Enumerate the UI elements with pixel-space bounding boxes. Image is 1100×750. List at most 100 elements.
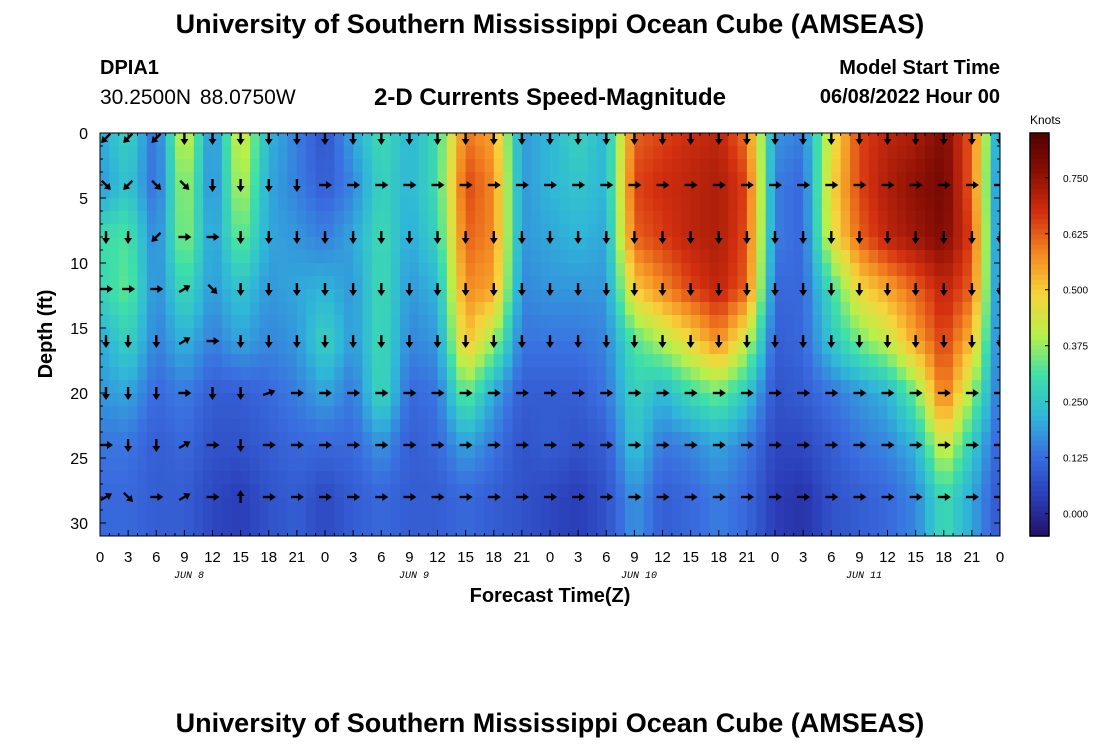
heatmap-cell	[962, 211, 973, 225]
heatmap-cell	[400, 185, 410, 199]
heatmap-cell	[446, 211, 457, 225]
heatmap-cell	[306, 159, 317, 173]
heatmap-cell	[821, 393, 832, 407]
heatmap-cell	[971, 432, 982, 446]
current-vector-arrow	[178, 285, 191, 294]
heatmap-cell	[784, 133, 795, 147]
heatmap-cell	[325, 276, 335, 290]
heatmap-cell	[109, 432, 120, 446]
heatmap-cell	[381, 133, 392, 147]
heatmap-cell	[475, 159, 485, 173]
heatmap-cell	[953, 172, 964, 186]
heatmap-cell	[203, 497, 214, 511]
heatmap-cell	[446, 185, 457, 199]
heatmap-cell	[278, 263, 289, 277]
current-vector-arrow	[431, 493, 445, 501]
heatmap-cell	[475, 458, 485, 472]
heatmap-cell	[184, 224, 195, 238]
heatmap-cell	[953, 445, 964, 459]
heatmap-cell	[746, 458, 757, 472]
heatmap-cell	[784, 185, 795, 199]
heatmap-cell	[756, 250, 767, 264]
heatmap-cell	[118, 250, 129, 264]
heatmap-cell	[287, 133, 298, 147]
heatmap-cell	[643, 419, 654, 433]
heatmap-cell	[887, 432, 898, 446]
heatmap-cell	[193, 406, 204, 420]
heatmap-cell	[390, 198, 401, 212]
heatmap-cell	[278, 484, 289, 498]
heatmap-cell	[587, 406, 598, 420]
heatmap-cell	[175, 393, 185, 407]
heatmap-cell	[971, 185, 982, 199]
heatmap-cell	[606, 380, 617, 394]
heatmap-cell	[793, 471, 804, 485]
heatmap-cell	[118, 458, 129, 472]
heatmap-cell	[325, 406, 335, 420]
heatmap-cell	[934, 523, 945, 536]
heatmap-cell	[840, 523, 851, 536]
heatmap-cell	[718, 224, 729, 238]
current-vector-arrow	[124, 335, 133, 348]
current-vector-arrow	[600, 441, 614, 449]
heatmap-cell	[606, 328, 617, 342]
heatmap-cell	[840, 159, 851, 173]
heatmap-cell	[193, 276, 204, 290]
current-vector-arrow	[375, 441, 389, 449]
heatmap-cell	[934, 458, 945, 472]
heatmap-cell	[118, 133, 129, 147]
heatmap-cell	[231, 146, 242, 160]
heatmap-cell	[568, 471, 579, 485]
heatmap-cell	[343, 289, 354, 303]
heatmap-cell	[512, 198, 523, 212]
heatmap-cell	[465, 419, 476, 433]
heatmap-cell	[934, 328, 945, 342]
heatmap-cell	[371, 133, 382, 147]
heatmap-cell	[268, 133, 279, 147]
heatmap-cell	[240, 185, 251, 199]
heatmap-cell	[278, 354, 289, 368]
current-vector-arrow	[600, 389, 614, 397]
heatmap-cell	[615, 406, 626, 420]
heatmap-cell	[821, 185, 832, 199]
heatmap-cell	[728, 510, 739, 524]
heatmap-cell	[643, 198, 654, 212]
heatmap-cell	[803, 289, 814, 303]
heatmap-cell	[850, 406, 860, 420]
heatmap-cell	[343, 367, 354, 381]
heatmap-cell	[428, 354, 439, 368]
heatmap-cell	[390, 497, 401, 511]
heatmap-cell	[746, 315, 757, 329]
heatmap-cell	[128, 497, 139, 511]
heatmap-cell	[428, 237, 439, 251]
current-vector-arrow	[178, 493, 191, 502]
heatmap-cell	[184, 133, 195, 147]
heatmap-cell	[465, 328, 476, 342]
heatmap-cell	[250, 133, 260, 147]
heatmap-cell	[831, 159, 842, 173]
heatmap-cell	[315, 146, 326, 160]
heatmap-cell	[146, 484, 157, 498]
heatmap-cell	[803, 237, 814, 251]
heatmap-cell	[746, 380, 757, 394]
heatmap-cell	[493, 341, 504, 355]
heatmap-cell	[100, 146, 110, 160]
heatmap-cell	[578, 484, 589, 498]
heatmap-cell	[118, 510, 129, 524]
heatmap-cell	[850, 224, 860, 238]
current-vector-arrow	[375, 493, 389, 501]
heatmap-cell	[962, 497, 973, 511]
heatmap-cell	[559, 497, 570, 511]
heatmap-cell	[418, 237, 429, 251]
current-vector-arrow	[684, 493, 698, 501]
heatmap-cell	[690, 497, 701, 511]
heatmap-cell	[700, 380, 710, 394]
heatmap-cell	[859, 406, 870, 420]
heatmap-cell	[118, 354, 129, 368]
heatmap-cell	[943, 328, 954, 342]
heatmap-cell	[418, 510, 429, 524]
heatmap-cell	[962, 458, 973, 472]
heatmap-cell	[306, 185, 317, 199]
heatmap-cell	[821, 484, 832, 498]
heatmap-cell	[540, 484, 551, 498]
